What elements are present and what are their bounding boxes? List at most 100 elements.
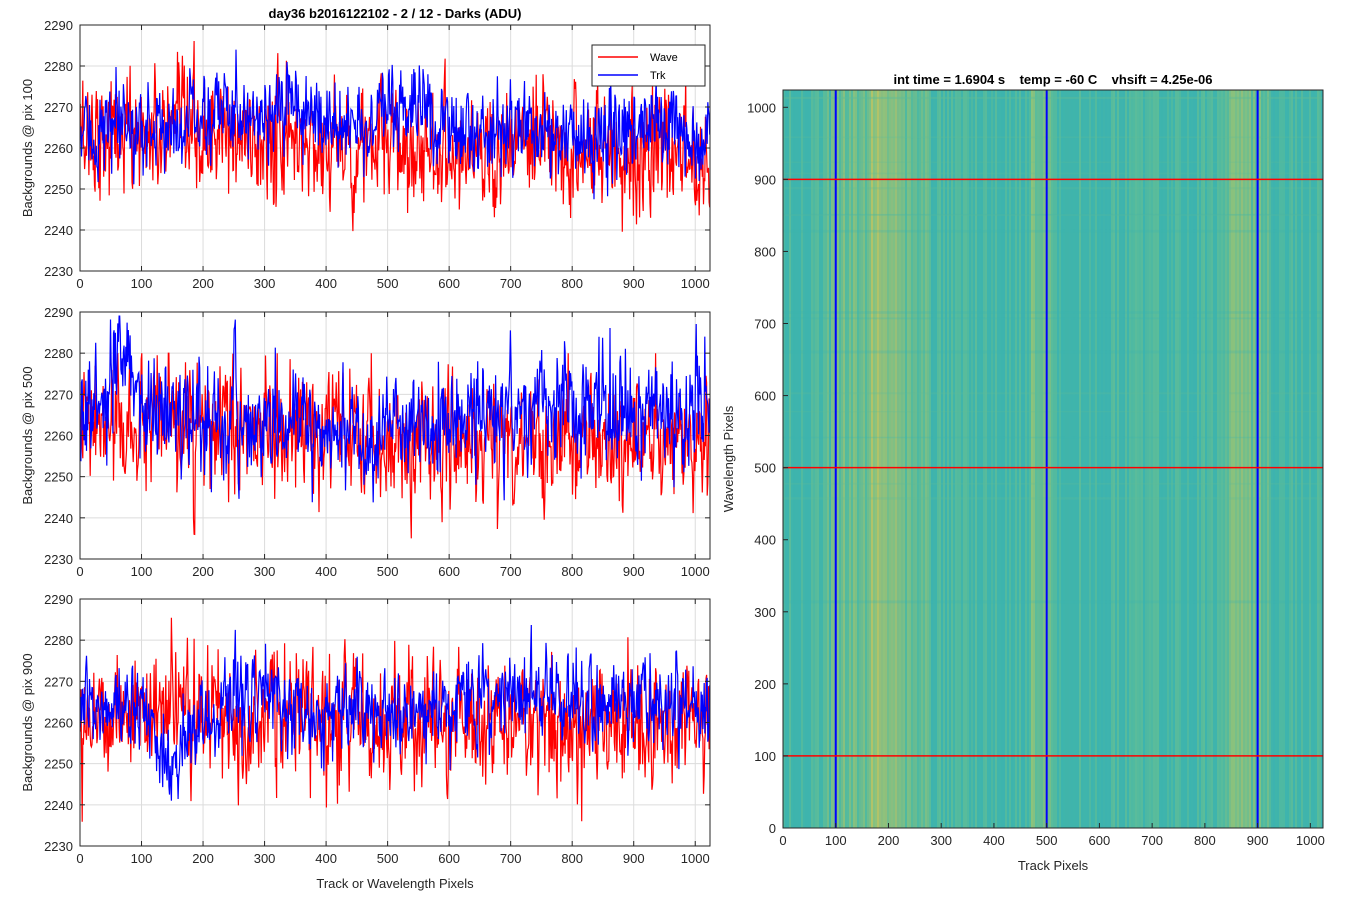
x-tick-label: 900 (623, 851, 645, 866)
heatmap-column (1135, 90, 1137, 828)
heatmap-column (1123, 90, 1125, 828)
heatmap-x-tick-label: 300 (930, 833, 952, 848)
heatmap-column (1051, 90, 1053, 828)
heatmap-column (1223, 90, 1225, 828)
heatmap-column (817, 90, 819, 828)
heatmap-column (957, 90, 959, 828)
heatmap-column (1269, 90, 1271, 828)
heatmap-column (1019, 90, 1021, 828)
heatmap-column (941, 90, 943, 828)
heatmap-column (1197, 90, 1199, 828)
heatmap-column (955, 90, 957, 828)
heatmap-x-tick-label: 700 (1141, 833, 1163, 848)
heatmap-column (1137, 90, 1139, 828)
heatmap-column (1049, 90, 1051, 828)
x-tick-label: 300 (254, 851, 276, 866)
heatmap-column (1281, 90, 1283, 828)
heatmap-column (1277, 90, 1279, 828)
heatmap-x-axis-label: Track Pixels (1018, 858, 1089, 873)
heatmap-column (1037, 90, 1039, 828)
heatmap-column (1261, 90, 1263, 828)
heatmap-column (1241, 90, 1243, 828)
heatmap-column (1171, 90, 1173, 828)
heatmap-column (1031, 90, 1033, 828)
heatmap-column (831, 90, 833, 828)
x-axis-label-line-charts: Track or Wavelength Pixels (316, 876, 474, 891)
heatmap-column (979, 90, 981, 828)
heatmap-column (1017, 90, 1019, 828)
heatmap-column (895, 90, 897, 828)
heatmap-column (1249, 90, 1251, 828)
y-tick-label: 2250 (44, 182, 73, 197)
y-tick-label: 2240 (44, 223, 73, 238)
heatmap-x-tick-label: 1000 (1296, 833, 1325, 848)
heatmap-row-streak (783, 411, 1323, 413)
heatmap-column (865, 90, 867, 828)
heatmap-column (929, 90, 931, 828)
heatmap-column (1101, 90, 1103, 828)
heatmap-column (1043, 90, 1045, 828)
heatmap-x-tick-label: 800 (1194, 833, 1216, 848)
heatmap-row-streak (783, 392, 1323, 395)
heatmap-column (907, 90, 909, 828)
heatmap-column (1159, 90, 1161, 828)
line-chart-pix-500: 0 100 200 300 400 500 600 700 800 900 1000 2230 2240… (20, 305, 711, 579)
heatmap-column (1141, 90, 1143, 828)
heatmap-column (989, 90, 991, 828)
y-tick-label: 2230 (44, 839, 73, 854)
y-tick-label: 2250 (44, 470, 73, 485)
heatmap-y-tick-label: 300 (754, 605, 776, 620)
heatmap-column (863, 90, 865, 828)
heatmap-column (1109, 90, 1111, 828)
series-line-trk (79, 315, 711, 503)
heatmap-column (961, 90, 963, 828)
heatmap-column (1079, 90, 1081, 828)
heatmap-column (1231, 90, 1233, 828)
heatmap-column (937, 90, 939, 828)
heatmap-column (945, 90, 947, 828)
heatmap-column (1247, 90, 1249, 828)
heatmap-column (1139, 90, 1141, 828)
heatmap-column (1309, 90, 1311, 828)
heatmap-column (1035, 90, 1037, 828)
x-tick-label: 100 (131, 564, 153, 579)
heatmap-column (1265, 90, 1267, 828)
x-tick-label: 700 (500, 564, 522, 579)
y-axis-label: Backgrounds @ pix 900 (20, 653, 35, 791)
heatmap-column (803, 90, 805, 828)
heatmap-row-streak (783, 187, 1323, 190)
y-tick-label: 2230 (44, 552, 73, 567)
heatmap-column (1187, 90, 1189, 828)
heatmap-column (1097, 90, 1099, 828)
heatmap-column (793, 90, 795, 828)
x-tick-label: 100 (131, 851, 153, 866)
heatmap-column (1205, 90, 1207, 828)
heatmap-column (949, 90, 951, 828)
heatmap-column (1111, 90, 1113, 828)
heatmap-column (1085, 90, 1087, 828)
heatmap-column (983, 90, 985, 828)
heatmap-column (1207, 90, 1209, 828)
heatmap-column (807, 90, 809, 828)
line-chart-pix-900: 0 100 200 300 400 500 600 700 800 900 1000 2230 2240… (20, 592, 711, 866)
heatmap-column (1063, 90, 1065, 828)
heatmap-column (887, 90, 889, 828)
heatmap-column (1297, 90, 1299, 828)
heatmap-column (923, 90, 925, 828)
x-tick-label: 300 (254, 276, 276, 291)
heatmap-column (853, 90, 855, 828)
heatmap-column (1169, 90, 1171, 828)
heatmap-column (1167, 90, 1169, 828)
heatmap-column (991, 90, 993, 828)
x-tick-label: 700 (500, 851, 522, 866)
heatmap-column (1115, 90, 1117, 828)
heatmap-column (935, 90, 937, 828)
heatmap-y-tick-label: 500 (754, 461, 776, 476)
x-tick-label: 800 (561, 851, 583, 866)
heatmap-column (1133, 90, 1135, 828)
heatmap-y-tick-label: 200 (754, 677, 776, 692)
x-tick-label: 0 (76, 276, 83, 291)
heatmap-column (1091, 90, 1093, 828)
heatmap-column (1157, 90, 1159, 828)
x-tick-label: 0 (76, 564, 83, 579)
